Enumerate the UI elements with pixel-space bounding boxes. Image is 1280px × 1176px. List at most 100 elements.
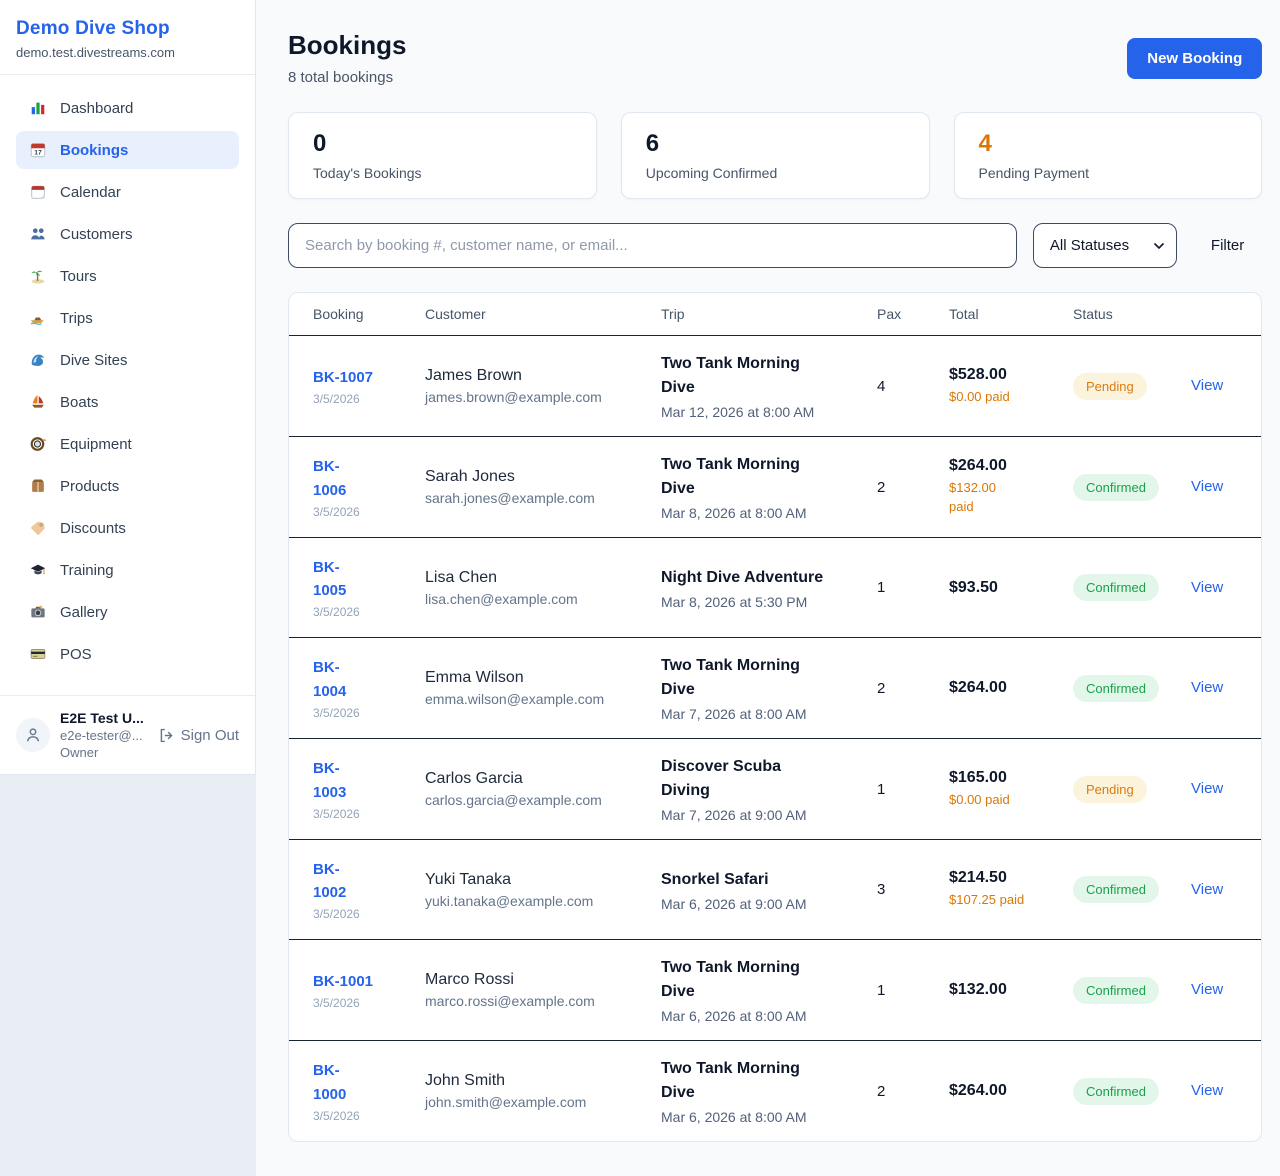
column-header-trip: Trip xyxy=(661,306,685,322)
bookings-calendar-icon: 17 xyxy=(28,140,48,160)
shop-name: Demo Dive Shop xyxy=(16,18,170,39)
stats-row: 0 Today's Bookings 6 Upcoming Confirmed … xyxy=(288,112,1263,199)
total-cell: $264.00 $132.00 paid xyxy=(949,457,1073,517)
actions-cell: View xyxy=(1191,780,1237,798)
customer-cell: Carlos Garcia carlos.garcia@example.com xyxy=(425,770,661,808)
sidebar-item-label: Dive Sites xyxy=(60,351,128,369)
status-badge: Confirmed xyxy=(1073,876,1159,903)
search-input[interactable] xyxy=(288,223,1017,268)
status-select[interactable]: All Statuses xyxy=(1032,223,1177,268)
trip-cell: Two Tank Morning Dive Mar 7, 2026 at 8:0… xyxy=(661,654,877,722)
equipment-mask-icon xyxy=(28,434,48,454)
booking-cell: BK- 1005 3/5/2026 xyxy=(313,556,425,620)
status-cell: Confirmed xyxy=(1073,674,1191,702)
booking-id-link[interactable]: BK- 1006 xyxy=(313,458,347,499)
booking-id-link[interactable]: BK-1001 xyxy=(313,972,374,990)
customer-email: sarah.jones@example.com xyxy=(425,490,595,506)
view-link[interactable]: View xyxy=(1191,780,1224,797)
customer-email: lisa.chen@example.com xyxy=(425,590,578,607)
sidebar-item-discounts[interactable]: Discounts xyxy=(16,509,239,547)
pax-count: 3 xyxy=(877,881,886,898)
trip-datetime: Mar 8, 2026 at 8:00 AM xyxy=(661,505,807,521)
sidebar-item-pos[interactable]: POS xyxy=(16,635,239,673)
sidebar-item-gallery[interactable]: Gallery xyxy=(16,593,239,631)
trip-name: Two Tank Morning Dive xyxy=(661,355,800,396)
sidebar-item-products[interactable]: Products xyxy=(16,467,239,505)
trip-datetime: Mar 6, 2026 at 8:00 AM xyxy=(661,1109,807,1125)
table-row: BK- 1005 3/5/2026 Lisa Chen lisa.chen@ex… xyxy=(289,538,1262,638)
sidebar-item-calendar[interactable]: Calendar xyxy=(16,173,239,211)
sidebar-item-label: Trips xyxy=(60,309,93,327)
status-cell: Confirmed xyxy=(1073,876,1191,903)
sidebar-item-dive-sites[interactable]: Dive Sites xyxy=(16,341,239,379)
actions-cell: View xyxy=(1191,579,1237,597)
filter-button[interactable]: Filter xyxy=(1193,229,1262,262)
user-role: Owner xyxy=(60,745,99,760)
sidebar-item-trips[interactable]: Trips xyxy=(16,299,239,337)
status-badge: Confirmed xyxy=(1073,574,1159,601)
table-row: BK- 1003 3/5/2026 Carlos Garcia carlos.g… xyxy=(289,739,1262,840)
trip-datetime: Mar 7, 2026 at 9:00 AM xyxy=(661,807,807,823)
stat-card-todays-bookings: 0 Today's Bookings xyxy=(288,112,597,199)
booking-cell: BK-1007 3/5/2026 xyxy=(313,366,425,406)
status-badge: Confirmed xyxy=(1073,674,1159,702)
view-link[interactable]: View xyxy=(1191,981,1224,998)
sign-out-button[interactable]: Sign Out xyxy=(158,727,239,744)
view-link[interactable]: View xyxy=(1191,880,1224,898)
booking-id-link[interactable]: BK- 1005 xyxy=(313,558,347,599)
view-link[interactable]: View xyxy=(1191,478,1224,495)
status-badge: Confirmed xyxy=(1073,473,1159,501)
customer-cell: Sarah Jones sarah.jones@example.com xyxy=(425,468,661,506)
trips-speedboat-icon xyxy=(28,308,48,328)
sidebar-item-equipment[interactable]: Equipment xyxy=(16,425,239,463)
total-amount: $165.00 xyxy=(949,768,1007,786)
sidebar-nav: Dashboard 17 Bookings Calendar Customers Tour… xyxy=(0,75,255,687)
booking-id-link[interactable]: BK- 1003 xyxy=(313,760,347,801)
view-link[interactable]: View xyxy=(1191,578,1224,596)
booking-id-link[interactable]: BK- 1000 xyxy=(313,1062,347,1103)
customer-email: emma.wilson@example.com xyxy=(425,691,605,707)
total-amount: $93.50 xyxy=(949,578,998,596)
dashboard-icon xyxy=(28,98,48,118)
actions-cell: View xyxy=(1191,478,1237,496)
customer-name: Yuki Tanaka xyxy=(425,870,511,888)
customer-name: Sarah Jones xyxy=(425,468,515,485)
view-link[interactable]: View xyxy=(1191,1082,1224,1099)
booking-id-link[interactable]: BK- 1004 xyxy=(313,659,347,700)
stat-value: 0 xyxy=(313,130,327,157)
sidebar-item-training[interactable]: Training xyxy=(16,551,239,589)
trip-name: Two Tank Morning Dive xyxy=(661,456,800,497)
booking-cell: BK- 1004 3/5/2026 xyxy=(313,656,425,720)
sidebar-item-label: Discounts xyxy=(60,519,126,537)
pos-card-icon xyxy=(28,644,48,664)
sidebar-item-bookings[interactable]: 17 Bookings xyxy=(16,131,239,169)
customer-email: marco.rossi@example.com xyxy=(425,993,595,1009)
bookings-count: 8 total bookings xyxy=(288,69,394,86)
sidebar-item-boats[interactable]: Boats xyxy=(16,383,239,421)
total-cell: $528.00 $0.00 paid xyxy=(949,366,1073,407)
total-cell: $165.00 $0.00 paid xyxy=(949,769,1073,810)
person-icon xyxy=(26,728,40,742)
sidebar-item-label: Bookings xyxy=(60,141,129,159)
customer-email: john.smith@example.com xyxy=(425,1094,587,1110)
sidebar-item-customers[interactable]: Customers xyxy=(16,215,239,253)
booking-cell: BK- 1002 3/5/2026 xyxy=(313,858,425,922)
status-badge: Confirmed xyxy=(1073,1077,1159,1105)
total-amount: $214.50 xyxy=(949,869,1007,887)
sidebar-item-tours[interactable]: Tours xyxy=(16,257,239,295)
booking-id-link[interactable]: BK- 1002 xyxy=(313,860,347,901)
booking-cell: BK- 1006 3/5/2026 xyxy=(313,455,425,519)
view-link[interactable]: View xyxy=(1191,377,1224,394)
column-header-pax: Pax xyxy=(877,306,902,322)
sidebar-item-dashboard[interactable]: Dashboard xyxy=(16,89,239,127)
booking-id-link[interactable]: BK-1007 xyxy=(313,368,374,386)
training-cap-icon xyxy=(28,560,48,580)
view-link[interactable]: View xyxy=(1191,679,1224,696)
tours-island-icon xyxy=(28,266,48,286)
booking-date: 3/5/2026 xyxy=(313,504,360,519)
sidebar-item-label: Boats xyxy=(60,393,99,411)
new-booking-button[interactable]: New Booking xyxy=(1127,38,1263,79)
customers-icon xyxy=(28,224,48,244)
sign-out-label: Sign Out xyxy=(180,726,239,744)
